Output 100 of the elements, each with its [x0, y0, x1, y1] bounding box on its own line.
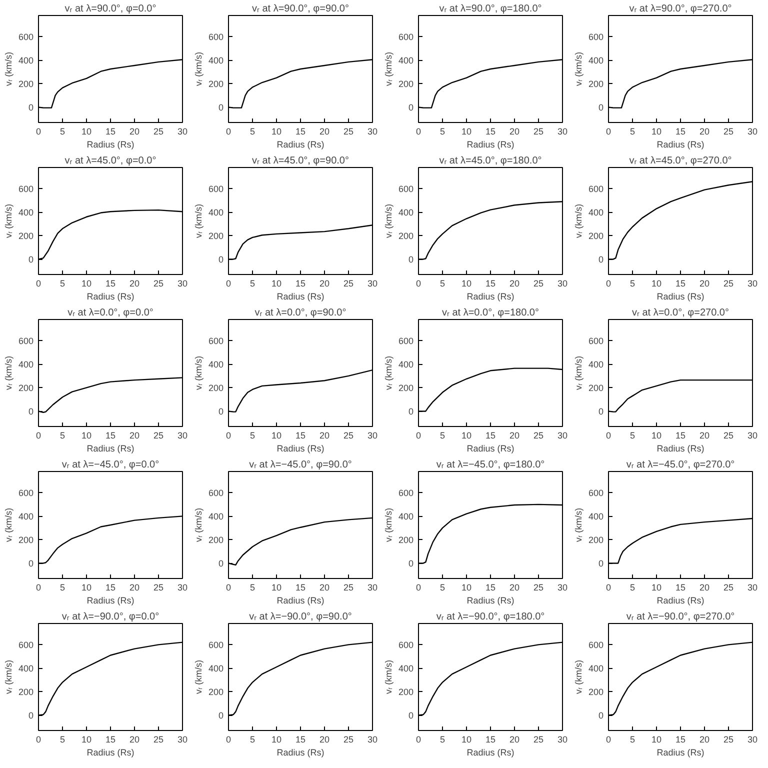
x-tick-label: 15: [675, 582, 686, 592]
y-tick-label: 0: [218, 558, 224, 569]
x-tick-label: 20: [699, 734, 710, 744]
x-tick-label: 15: [295, 582, 306, 592]
y-tick-label: 200: [18, 383, 34, 394]
y-axis-title: vᵣ (km/s): [573, 508, 584, 542]
x-tick-label: 30: [557, 278, 568, 288]
x-tick-label: 0: [416, 278, 422, 288]
x-tick-label: 10: [81, 278, 92, 288]
x-tick-label: 20: [129, 278, 140, 288]
x-tick-label: 5: [250, 278, 256, 288]
x-tick-label: 15: [675, 430, 686, 440]
x-tick-label: 20: [699, 278, 710, 288]
y-tick-label: 600: [18, 32, 34, 42]
x-tick-label: 25: [343, 430, 354, 440]
x-tick-label: 25: [343, 278, 354, 288]
x-tick-label: 30: [747, 126, 758, 136]
chart-title: vᵣ at λ=45.0°, φ=0.0°: [64, 156, 156, 166]
x-tick-label: 20: [129, 430, 140, 440]
x-tick-label: 10: [651, 126, 662, 136]
y-tick-label: 0: [28, 406, 34, 417]
x-tick-label: 15: [485, 278, 496, 288]
y-tick-label: 200: [208, 79, 224, 90]
y-axis-title: vᵣ (km/s): [573, 52, 584, 86]
x-tick-label: 20: [129, 582, 140, 592]
y-tick-label: 600: [588, 184, 604, 194]
y-tick-label: 600: [588, 32, 604, 42]
x-axis-title: Radius (Rs): [86, 748, 134, 758]
x-tick-label: 10: [461, 582, 472, 592]
x-tick-label: 15: [295, 734, 306, 744]
x-tick-label: 25: [153, 278, 164, 288]
y-axis-title: vᵣ (km/s): [193, 660, 204, 694]
x-tick-label: 30: [177, 430, 188, 440]
y-tick-label: 200: [18, 687, 34, 698]
x-tick-label: 25: [153, 126, 164, 136]
x-tick-label: 5: [60, 582, 66, 592]
y-tick-label: 400: [18, 664, 34, 674]
y-tick-label: 200: [18, 79, 34, 90]
x-tick-label: 5: [630, 430, 636, 440]
x-tick-label: 0: [606, 734, 612, 744]
x-tick-label: 5: [440, 278, 446, 288]
x-tick-label: 30: [367, 430, 378, 440]
y-axis-title: vᵣ (km/s): [573, 356, 584, 390]
x-tick-label: 30: [557, 582, 568, 592]
y-axis-title: vᵣ (km/s): [3, 660, 14, 694]
y-tick-label: 0: [598, 102, 604, 113]
x-axis-title: Radius (Rs): [466, 444, 514, 454]
y-tick-label: 400: [588, 208, 604, 218]
x-axis-title: Radius (Rs): [656, 444, 704, 454]
x-tick-label: 5: [630, 582, 636, 592]
x-tick-label: 25: [723, 734, 734, 744]
x-tick-label: 0: [36, 126, 42, 136]
y-tick-label: 0: [218, 102, 224, 113]
x-axis-title: Radius (Rs): [86, 596, 134, 606]
chart-title: vᵣ at λ=−45.0°, φ=90.0°: [249, 460, 352, 470]
x-tick-label: 25: [343, 126, 354, 136]
y-tick-label: 200: [208, 383, 224, 394]
x-tick-label: 20: [319, 430, 330, 440]
y-tick-label: 200: [588, 687, 604, 698]
x-tick-label: 10: [461, 430, 472, 440]
x-tick-label: 10: [271, 126, 282, 136]
x-tick-label: 25: [343, 582, 354, 592]
x-tick-label: 20: [509, 734, 520, 744]
x-tick-label: 25: [153, 430, 164, 440]
x-tick-label: 5: [250, 430, 256, 440]
x-tick-label: 5: [440, 734, 446, 744]
y-tick-label: 600: [208, 488, 224, 498]
y-tick-label: 0: [408, 406, 414, 417]
x-tick-label: 15: [675, 278, 686, 288]
x-tick-label: 0: [36, 278, 42, 288]
y-tick-label: 400: [398, 56, 414, 66]
y-tick-label: 400: [588, 512, 604, 522]
y-tick-label: 0: [598, 254, 604, 265]
x-tick-label: 25: [723, 126, 734, 136]
x-axis-title: Radius (Rs): [656, 596, 704, 606]
x-tick-label: 0: [416, 126, 422, 136]
y-tick-label: 400: [208, 56, 224, 66]
y-tick-label: 0: [28, 558, 34, 569]
y-tick-label: 400: [588, 56, 604, 66]
y-tick-label: 0: [28, 254, 34, 265]
x-axis-title: Radius (Rs): [656, 748, 704, 758]
chart-title: vᵣ at λ=−45.0°, φ=0.0°: [62, 460, 160, 470]
chart-title: vᵣ at λ=−90.0°, φ=0.0°: [62, 612, 160, 622]
x-axis-title: Radius (Rs): [276, 596, 324, 606]
x-tick-label: 0: [606, 430, 612, 440]
x-tick-label: 30: [747, 430, 758, 440]
y-tick-label: 600: [208, 184, 224, 194]
y-tick-label: 0: [408, 710, 414, 721]
y-tick-label: 600: [208, 32, 224, 42]
x-tick-label: 15: [675, 126, 686, 136]
y-tick-label: 600: [588, 488, 604, 498]
x-tick-label: 10: [461, 126, 472, 136]
x-tick-label: 20: [509, 278, 520, 288]
y-tick-label: 400: [398, 512, 414, 522]
x-tick-label: 30: [177, 734, 188, 744]
y-tick-label: 600: [18, 640, 34, 650]
x-tick-label: 20: [509, 582, 520, 592]
x-tick-label: 0: [36, 582, 42, 592]
y-axis-title: vᵣ (km/s): [193, 508, 204, 542]
x-tick-label: 30: [367, 126, 378, 136]
